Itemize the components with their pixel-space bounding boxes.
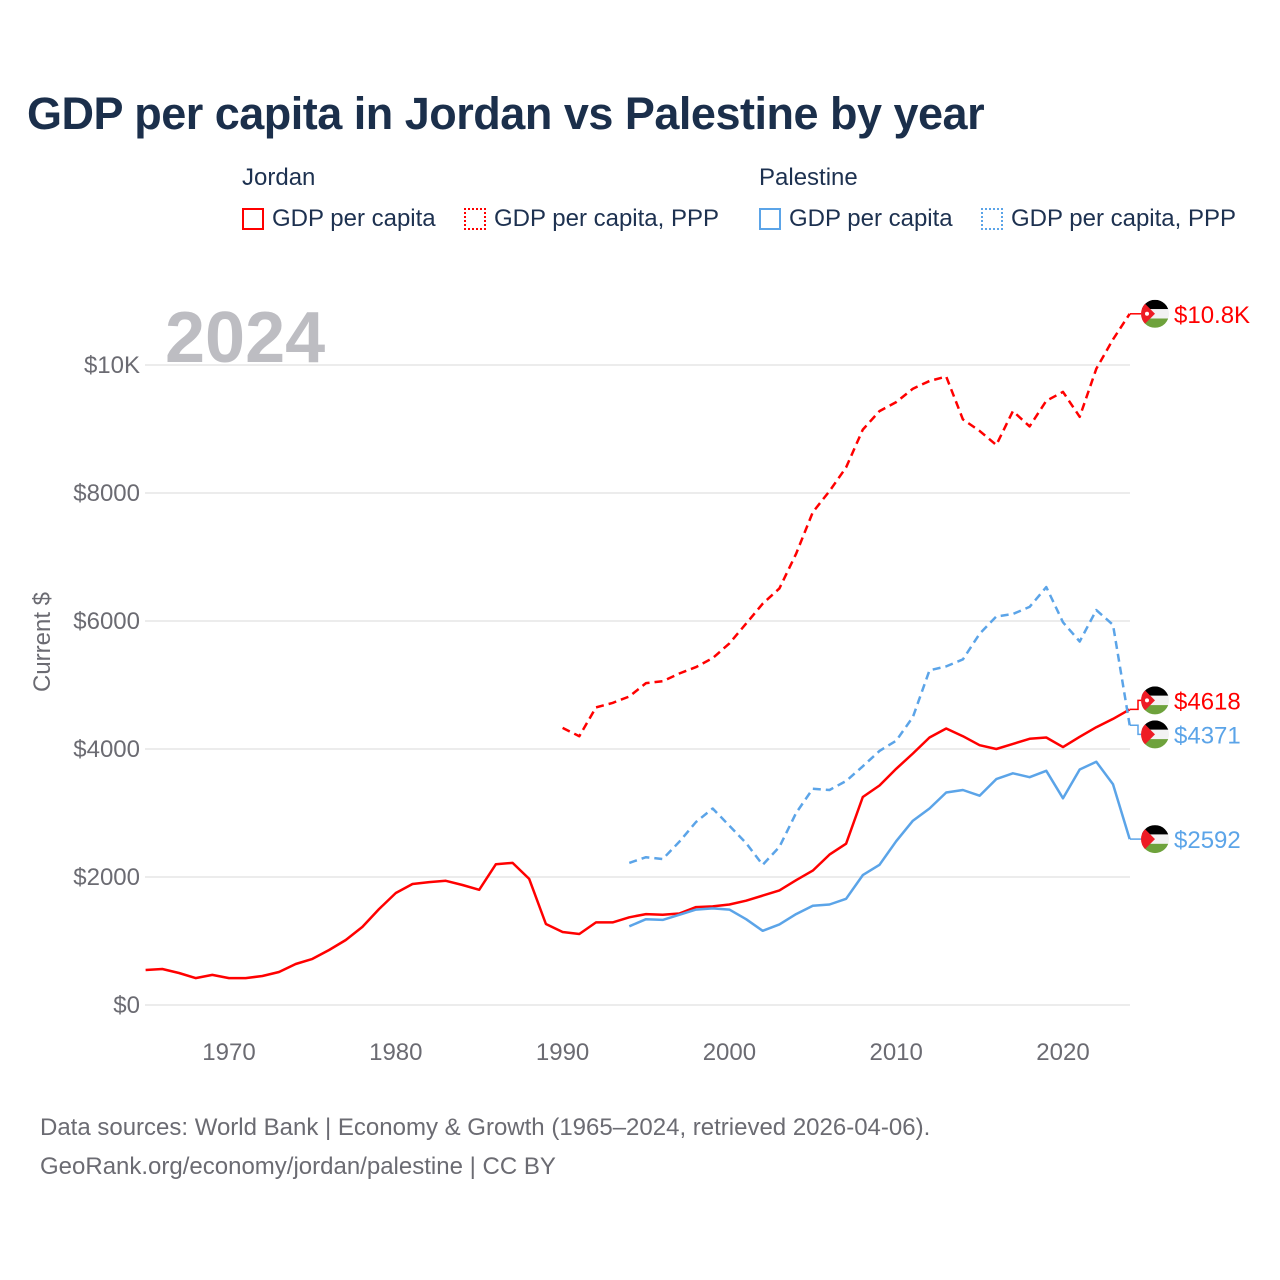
label-connector [1130,724,1142,736]
palestine-flag-icon [1141,720,1169,749]
y-tick-label: $6000 [73,608,140,635]
line-chart: 2024 Current $ $0 $2000 $4000 $6000 $8000 $10… [29,298,1250,1066]
end-value-label: $10.8K [1174,302,1250,329]
legend-label: GDP per capita, PPP [494,205,719,232]
legend-label: GDP per capita [272,205,436,232]
year-watermark: 2024 [165,298,325,378]
legend-item-palestine-ppp[interactable]: GDP per capita, PPP [981,205,1236,233]
legend-swatch-dotted-blue [981,208,1003,230]
legend-item-jordan-gdp[interactable]: GDP per capita [242,205,436,233]
legend-swatch-dotted-red [464,208,486,230]
series-line-jordan-gdp-per-capita [145,708,1131,980]
x-tick-label: 1990 [536,1039,589,1066]
jordan-flag-icon [1141,686,1169,715]
legend-swatch-solid-blue [759,208,781,230]
footer: Data sources: World Bank | Economy & Gro… [40,1108,930,1186]
end-value-label: $4371 [1174,722,1241,749]
y-tick-label: $2000 [73,864,140,891]
legend-item-palestine-gdp[interactable]: GDP per capita [759,205,953,233]
legend-group-jordan: Jordan [242,164,316,191]
x-tick-label: 2000 [703,1039,756,1066]
end-value-label: $4618 [1174,688,1241,715]
footer-link[interactable]: GeoRank.org/economy/jordan/palestine | C… [40,1153,556,1180]
series-line-palestine-gdp-per-capita-ppp [628,585,1131,867]
x-tick-label: 1980 [369,1039,422,1066]
palestine-flag-icon [1141,825,1169,854]
legend-swatch-solid-red [242,208,264,230]
legend-group-palestine: Palestine [759,164,858,191]
y-axis-label: Current $ [29,592,56,692]
label-connector [1130,699,1142,711]
series-line-jordan-gdp-per-capita-ppp [562,313,1131,738]
x-tick-label: 1970 [202,1039,255,1066]
legend-label: GDP per capita, PPP [1011,205,1236,232]
legend-item-jordan-ppp[interactable]: GDP per capita, PPP [464,205,719,233]
x-tick-label: 2010 [869,1039,922,1066]
y-tick-label: $10K [84,352,140,379]
x-tick-label: 2020 [1036,1039,1089,1066]
legend-label: GDP per capita [789,205,953,232]
chart-title: GDP per capita in Jordan vs Palestine by… [27,88,985,139]
series-line-palestine-gdp-per-capita [628,760,1131,933]
jordan-flag-icon [1141,299,1169,328]
y-tick-label: $4000 [73,736,140,763]
y-tick-label: $8000 [73,480,140,507]
y-tick-label: $0 [113,992,140,1019]
footer-sources: Data sources: World Bank | Economy & Gro… [40,1114,931,1141]
end-value-label: $2592 [1174,827,1241,854]
